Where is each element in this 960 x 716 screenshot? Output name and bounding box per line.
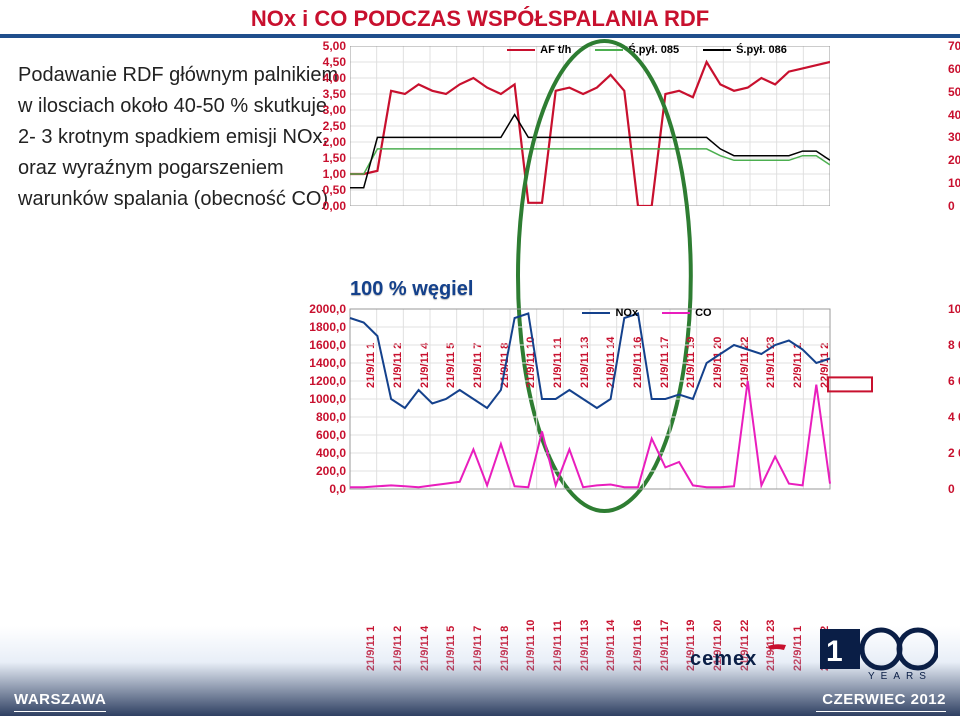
- chart-area: AF t/hŚ.pył. 085Ś.pył. 086 5,004,504,003…: [350, 46, 944, 583]
- chart2-y-left: 2000,01800,01600,01400,01200,01000,0800,…: [298, 309, 346, 489]
- footer-left: WARSZAWA: [14, 691, 106, 708]
- chart2-legend: NOxCO: [350, 307, 944, 319]
- slide-title: NOx i CO PODCZAS WSPÓŁSPALANIA RDF: [251, 6, 709, 32]
- footer-right: CZERWIEC 2012: [822, 691, 946, 708]
- chart1-y-left: 5,004,504,003,503,002,502,001,501,000,50…: [298, 46, 346, 206]
- chart-af-pyl: AF t/hŚ.pył. 085Ś.pył. 086 5,004,504,003…: [350, 46, 944, 214]
- chart-nox-co: NOxCO 2000,01800,01600,01400,01200,01000…: [350, 309, 944, 497]
- cemex-text: cemex: [690, 648, 757, 670]
- chart1-y-right: 706050403020100: [948, 46, 960, 206]
- footer-left-underline: [14, 711, 106, 712]
- svg-text:YEARS: YEARS: [868, 671, 932, 681]
- cemex-logo: cemex: [690, 643, 800, 678]
- svg-text:1: 1: [826, 635, 843, 668]
- chart2-svg: [350, 309, 830, 489]
- chart1-legend: AF t/hŚ.pył. 085Ś.pył. 086: [350, 44, 944, 56]
- hundred-years-logo: 1 YEARS: [818, 627, 938, 686]
- footer-background: [0, 626, 960, 716]
- chart2-y-right: 10 0008 0006 0004 0002 0000: [948, 309, 960, 489]
- footer: WARSZAWA CZERWIEC 2012 cemex 1 YEARS: [0, 626, 960, 716]
- chart1-svg: [350, 46, 830, 206]
- header-divider: [0, 34, 960, 38]
- mid-label: 100 % węgiel: [350, 278, 944, 301]
- footer-right-underline: [816, 711, 946, 712]
